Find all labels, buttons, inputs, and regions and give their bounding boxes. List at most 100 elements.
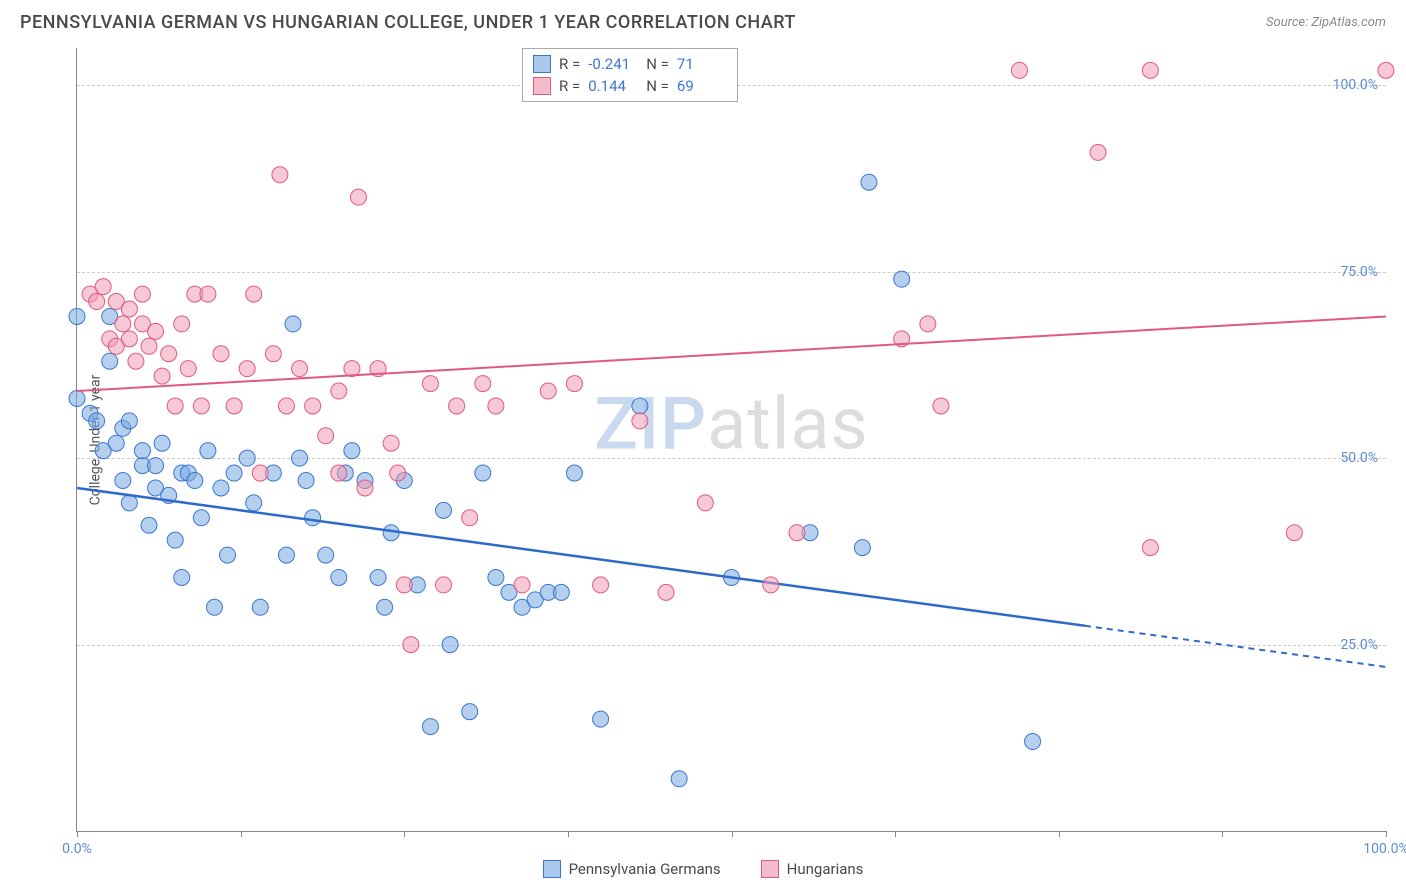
data-point (187, 473, 203, 489)
data-point (861, 174, 877, 190)
stat-value-n: 69 (677, 77, 727, 95)
data-point (632, 413, 648, 429)
data-point (350, 189, 366, 205)
data-point (488, 398, 504, 414)
data-point (436, 577, 452, 593)
legend-swatch (761, 860, 779, 878)
data-point (658, 584, 674, 600)
data-point (95, 279, 111, 295)
data-point (331, 383, 347, 399)
data-point (246, 495, 262, 511)
data-point (632, 398, 648, 414)
data-point (422, 719, 438, 735)
data-point (671, 771, 687, 787)
data-point (193, 398, 209, 414)
stat-label-r: R = (559, 55, 580, 73)
source-attribution: Source: ZipAtlas.com (1266, 15, 1386, 30)
stat-label-n: N = (646, 55, 669, 73)
data-point (1090, 144, 1106, 160)
data-point (1025, 734, 1041, 750)
data-point (789, 525, 805, 541)
data-point (331, 569, 347, 585)
legend-label: Pennsylvania Germans (569, 860, 721, 878)
data-point (161, 346, 177, 362)
data-point (115, 316, 131, 332)
data-point (383, 435, 399, 451)
x-tick (404, 831, 405, 837)
data-point (69, 390, 85, 406)
data-point (180, 361, 196, 377)
data-point (462, 510, 478, 526)
data-point (933, 398, 949, 414)
legend-item: Hungarians (761, 860, 864, 878)
data-point (121, 413, 137, 429)
data-point (121, 495, 137, 511)
data-point (1142, 540, 1158, 556)
data-point (331, 465, 347, 481)
data-point (318, 428, 334, 444)
data-point (134, 443, 150, 459)
data-point (148, 458, 164, 474)
data-point (298, 473, 314, 489)
data-point (514, 577, 530, 593)
data-point (318, 547, 334, 563)
data-point (403, 637, 419, 653)
data-point (292, 361, 308, 377)
data-point (442, 637, 458, 653)
data-point (475, 465, 491, 481)
data-point (436, 502, 452, 518)
data-point (854, 540, 870, 556)
data-point (206, 599, 222, 615)
data-point (278, 547, 294, 563)
data-point (200, 286, 216, 302)
x-tick (1222, 831, 1223, 837)
data-point (462, 704, 478, 720)
data-point (174, 316, 190, 332)
data-point (226, 465, 242, 481)
data-point (566, 376, 582, 392)
data-point (390, 465, 406, 481)
data-point (134, 286, 150, 302)
data-point (894, 271, 910, 287)
data-point (89, 294, 105, 310)
data-point (239, 450, 255, 466)
data-point (213, 480, 229, 496)
data-point (344, 443, 360, 459)
data-point (141, 338, 157, 354)
data-point (377, 599, 393, 615)
stat-label-n: N = (646, 77, 669, 95)
data-point (239, 361, 255, 377)
x-tick-label: 0.0% (62, 841, 92, 857)
data-point (396, 577, 412, 593)
data-point (252, 599, 268, 615)
series-swatch (533, 77, 551, 95)
data-point (128, 353, 144, 369)
data-point (488, 569, 504, 585)
stats-row: R = 0.144 N = 69 (525, 75, 735, 97)
data-point (422, 376, 438, 392)
data-point (285, 316, 301, 332)
stat-value-r: 0.144 (588, 77, 638, 95)
x-tick-label: 100.0% (1363, 841, 1406, 857)
x-tick (77, 831, 78, 837)
data-point (121, 301, 137, 317)
chart-container: College, Under 1 year ZIPatlas 25.0%50.0… (48, 48, 1386, 832)
stat-value-r: -0.241 (588, 55, 638, 73)
legend-item: Pennsylvania Germans (543, 860, 721, 878)
data-point (920, 316, 936, 332)
data-point (213, 346, 229, 362)
data-point (167, 398, 183, 414)
data-point (89, 413, 105, 429)
data-point (154, 368, 170, 384)
data-point (167, 532, 183, 548)
data-point (763, 577, 779, 593)
data-point (121, 331, 137, 347)
data-point (305, 398, 321, 414)
data-point (553, 584, 569, 600)
data-point (475, 376, 491, 392)
x-tick (1386, 831, 1387, 837)
data-point (115, 473, 131, 489)
data-point (278, 398, 294, 414)
stat-label-r: R = (559, 77, 580, 95)
x-tick (568, 831, 569, 837)
